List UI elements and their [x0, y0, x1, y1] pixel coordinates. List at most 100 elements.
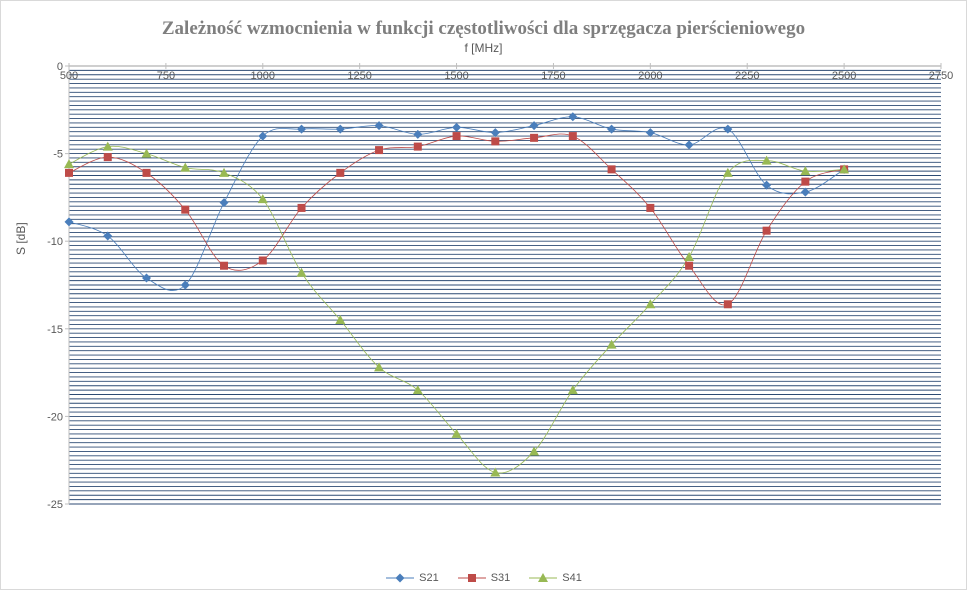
gridlines — [69, 65, 941, 505]
point-s21 — [335, 124, 345, 134]
point-s41 — [529, 446, 540, 456]
x-tick-label: 2750 — [929, 70, 953, 82]
legend-swatch — [457, 574, 486, 582]
chart-title: Zależność wzmocnienia w funkcji częstotl… — [161, 18, 806, 39]
point-s31 — [685, 261, 694, 270]
point-s21 — [529, 121, 539, 131]
point-s31 — [65, 168, 73, 177]
point-s31 — [142, 168, 151, 177]
legend-label: S21 — [419, 572, 439, 584]
legend-swatch-marker — [467, 574, 476, 582]
point-s31 — [375, 146, 384, 155]
point-s41 — [451, 428, 462, 438]
point-s21 — [180, 280, 190, 290]
point-s31 — [413, 142, 422, 151]
point-s21 — [723, 124, 733, 134]
point-s41 — [412, 385, 423, 395]
point-s21 — [800, 187, 810, 197]
point-s31 — [723, 300, 732, 309]
x-axis-label: f [MHz] — [464, 41, 503, 55]
x-tick-label: 500 — [60, 70, 78, 82]
y-tick-label: -25 — [47, 499, 63, 511]
point-s41 — [606, 339, 617, 349]
point-s41 — [257, 194, 268, 204]
point-s21 — [568, 112, 578, 122]
point-s31 — [181, 205, 190, 214]
point-s21 — [762, 180, 772, 190]
legend-label: S31 — [490, 572, 511, 584]
point-s21 — [490, 128, 500, 138]
series-line-s21 — [68, 116, 845, 291]
point-s41 — [180, 162, 191, 172]
point-s31 — [297, 203, 306, 212]
point-s31 — [801, 177, 810, 186]
point-s31 — [103, 153, 112, 162]
point-s41 — [645, 299, 656, 309]
point-s21 — [684, 140, 694, 150]
legend-item-s21: S21 — [385, 572, 439, 584]
point-s21 — [142, 273, 152, 283]
y-tick-label: -5 — [53, 149, 63, 161]
legend: S21 S31 S41 — [0, 572, 967, 584]
y-tick-label: -10 — [47, 236, 63, 248]
point-s41 — [64, 159, 74, 169]
axes — [65, 63, 942, 505]
x-tick-label: 1250 — [347, 70, 371, 82]
point-s41 — [296, 267, 307, 277]
point-s31 — [452, 132, 461, 141]
y-tick-label: 0 — [57, 61, 63, 73]
point-s41 — [374, 362, 385, 372]
point-s21 — [452, 122, 462, 132]
point-s41 — [839, 164, 850, 174]
series-line-s41 — [68, 145, 845, 474]
point-s31 — [568, 132, 577, 141]
point-s21 — [258, 131, 268, 141]
series-markers — [64, 112, 850, 477]
point-s21 — [103, 231, 113, 241]
point-s21 — [297, 124, 307, 134]
point-s21 — [219, 198, 229, 208]
point-s21 — [413, 129, 423, 139]
x-tick-label: 1750 — [541, 70, 565, 82]
x-tick-label: 1500 — [444, 70, 468, 82]
point-s41 — [219, 167, 230, 177]
x-tick-label: 2500 — [832, 70, 856, 82]
legend-item-s31: S31 — [457, 572, 511, 584]
legend-label: S41 — [562, 572, 582, 584]
point-s31 — [762, 226, 771, 235]
point-s41 — [141, 148, 152, 158]
point-s21 — [645, 128, 655, 138]
point-s41 — [567, 385, 578, 395]
point-s21 — [607, 124, 617, 134]
point-s31 — [530, 133, 539, 142]
x-tick-label: 2000 — [638, 70, 662, 82]
point-s31 — [646, 203, 655, 212]
y-tick-label: -15 — [47, 324, 63, 336]
legend-swatch-marker — [395, 573, 405, 583]
legend-swatch — [529, 573, 558, 582]
x-tick-label: 750 — [157, 70, 175, 82]
point-s41 — [102, 141, 113, 151]
point-s41 — [335, 315, 346, 325]
point-s21 — [374, 121, 384, 131]
point-s41 — [722, 167, 733, 177]
point-s31 — [607, 165, 616, 174]
point-s41 — [761, 155, 772, 165]
point-s41 — [684, 251, 695, 261]
legend-swatch-marker — [538, 573, 549, 582]
point-s41 — [490, 467, 501, 477]
point-s21 — [64, 217, 74, 227]
point-s31 — [336, 168, 345, 177]
x-tick-label: 2250 — [735, 70, 759, 82]
point-s31 — [491, 137, 500, 146]
legend-item-s41: S41 — [528, 572, 582, 584]
point-s41 — [800, 166, 811, 176]
x-tick-label: 1000 — [251, 70, 275, 82]
point-s31 — [258, 256, 267, 265]
point-s31 — [220, 261, 229, 270]
y-tick-label: -20 — [47, 411, 63, 423]
legend-swatch — [386, 573, 415, 583]
tick-labels: 500 750 1000 1250 1500 1750 2000 2250 2500 2750 0 -… — [47, 61, 953, 511]
